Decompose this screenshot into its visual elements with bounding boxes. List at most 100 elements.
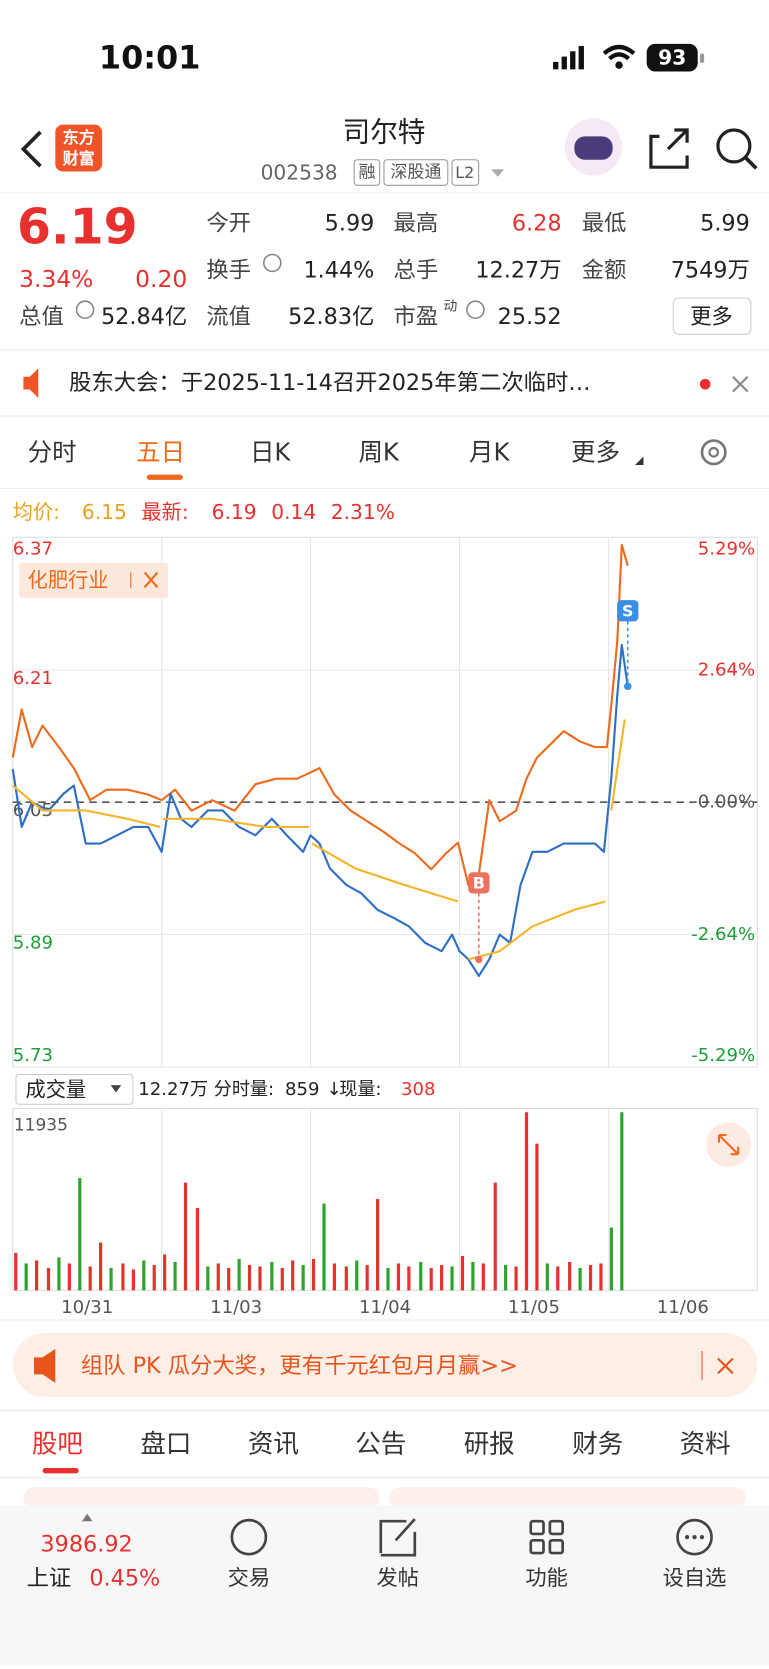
battery-tip bbox=[699, 53, 705, 63]
volume-bar bbox=[365, 1264, 369, 1291]
stat-label: 金额 bbox=[582, 257, 627, 283]
stock-name: 司尔特 bbox=[343, 116, 426, 149]
volume-bar bbox=[57, 1257, 61, 1291]
x-tick-label: 10/31 bbox=[61, 1297, 113, 1318]
volume-bar bbox=[535, 1143, 539, 1291]
subtab-underline bbox=[42, 1468, 79, 1474]
banner-close[interactable] bbox=[717, 1357, 734, 1375]
volume-selector[interactable] bbox=[15, 1073, 134, 1105]
tab[interactable]: 五日 bbox=[136, 438, 185, 467]
more-button[interactable] bbox=[672, 297, 752, 335]
volume-bar bbox=[24, 1263, 28, 1291]
tab[interactable]: 周K bbox=[358, 438, 399, 467]
volume-bar bbox=[270, 1261, 274, 1291]
info-icon[interactable] bbox=[466, 300, 485, 320]
watchlist-icon[interactable] bbox=[676, 1518, 713, 1556]
search-icon[interactable] bbox=[716, 128, 752, 164]
trade-icon[interactable] bbox=[230, 1518, 268, 1556]
y-tick-label: 6.21 bbox=[13, 668, 53, 689]
banner-icon bbox=[34, 1348, 56, 1383]
subtab[interactable]: 财务 bbox=[572, 1430, 623, 1460]
signal bbox=[553, 45, 584, 70]
post-icon[interactable] bbox=[379, 1518, 417, 1557]
nav-label[interactable]: 功能 bbox=[525, 1566, 568, 1591]
marker-text: B bbox=[473, 873, 485, 892]
close-notice[interactable] bbox=[732, 375, 749, 393]
volume-bar bbox=[131, 1269, 135, 1291]
volume-bar bbox=[216, 1263, 220, 1291]
volume-bar bbox=[407, 1266, 411, 1291]
nav-label[interactable]: 发帖 bbox=[377, 1566, 420, 1591]
y2-tick-label: -5.29% bbox=[691, 1045, 755, 1066]
stat-value: 5.99 bbox=[700, 211, 750, 237]
stat-label: 最高 bbox=[394, 211, 439, 237]
stat-label: 总值 bbox=[19, 304, 64, 330]
share-icon[interactable] bbox=[649, 128, 689, 169]
logo-text: 财富 bbox=[63, 149, 95, 168]
clock: 10:01 bbox=[99, 39, 201, 77]
notice[interactable]: 股东大会：于2025-11-14召开2025年第二次临时… bbox=[69, 370, 591, 396]
volume-bar bbox=[99, 1242, 103, 1291]
subtab[interactable]: 资讯 bbox=[248, 1430, 299, 1460]
back-button[interactable] bbox=[20, 130, 42, 168]
stat-value: 12.27万 bbox=[475, 257, 561, 283]
x-tick-label: 11/04 bbox=[359, 1297, 411, 1318]
selector-arrow bbox=[110, 1085, 122, 1093]
info-icon[interactable] bbox=[75, 300, 95, 320]
divider bbox=[0, 1476, 769, 1479]
tab-underline bbox=[146, 474, 183, 480]
wifi bbox=[602, 44, 636, 61]
card-edge bbox=[389, 1487, 746, 1509]
stat-label: 市盈 bbox=[394, 304, 439, 330]
legend-label: 化肥行业 bbox=[28, 568, 109, 592]
tab[interactable]: 月K bbox=[469, 438, 510, 467]
tab[interactable]: 更多 bbox=[571, 438, 620, 467]
volume-bar bbox=[173, 1261, 177, 1291]
y-tick-label: 6.05 bbox=[13, 800, 53, 821]
volume-bar bbox=[481, 1263, 485, 1291]
volume-bar bbox=[429, 1267, 433, 1291]
change: 0.20 bbox=[135, 265, 187, 293]
subtab[interactable]: 公告 bbox=[355, 1430, 406, 1460]
nav-label[interactable]: 交易 bbox=[228, 1566, 271, 1591]
banner[interactable] bbox=[12, 1332, 758, 1397]
battery-level: 93 bbox=[658, 46, 686, 70]
more-arrow bbox=[634, 456, 644, 466]
subtab[interactable]: 资料 bbox=[680, 1430, 731, 1460]
volume-bar bbox=[332, 1263, 336, 1291]
speaker-icon bbox=[23, 368, 39, 399]
volume-bar bbox=[46, 1267, 51, 1291]
subtab[interactable]: 盘口 bbox=[140, 1430, 191, 1460]
volume-label: 成交量 bbox=[26, 1077, 87, 1101]
volume-bar bbox=[163, 1254, 167, 1291]
nav-label[interactable]: 设自选 bbox=[663, 1566, 727, 1591]
volume-bar bbox=[386, 1267, 390, 1291]
settings-icon[interactable] bbox=[700, 439, 727, 466]
wifi-dot bbox=[615, 61, 623, 69]
volume-bar bbox=[471, 1261, 475, 1291]
volume-bar bbox=[493, 1182, 497, 1291]
volume-bar bbox=[301, 1264, 305, 1291]
subtab[interactable]: 股吧 bbox=[32, 1430, 83, 1460]
last-label: 最新: bbox=[141, 500, 188, 524]
volume-bar bbox=[152, 1264, 156, 1291]
subtab[interactable]: 研报 bbox=[464, 1430, 515, 1460]
bottom-bar bbox=[0, 1505, 769, 1665]
legend-close[interactable] bbox=[143, 571, 159, 589]
marker-point bbox=[475, 955, 483, 964]
tab[interactable]: 日K bbox=[250, 438, 291, 467]
tab[interactable]: 分时 bbox=[28, 438, 77, 467]
stat-value: 1.44% bbox=[303, 257, 374, 283]
stat-value: 52.84亿 bbox=[101, 304, 187, 330]
avg-value: 6.15 bbox=[82, 500, 127, 524]
info-icon[interactable] bbox=[262, 253, 282, 273]
dropdown[interactable] bbox=[491, 169, 505, 177]
volume-bar bbox=[450, 1266, 454, 1291]
volume-bar bbox=[620, 1112, 624, 1291]
minute-arrow: ↓ bbox=[327, 1079, 342, 1100]
volume-bar bbox=[34, 1260, 39, 1291]
function-icon[interactable] bbox=[529, 1519, 564, 1555]
volume-bar bbox=[396, 1263, 401, 1291]
volume-bar bbox=[291, 1260, 295, 1291]
tag: 融 bbox=[358, 163, 375, 183]
